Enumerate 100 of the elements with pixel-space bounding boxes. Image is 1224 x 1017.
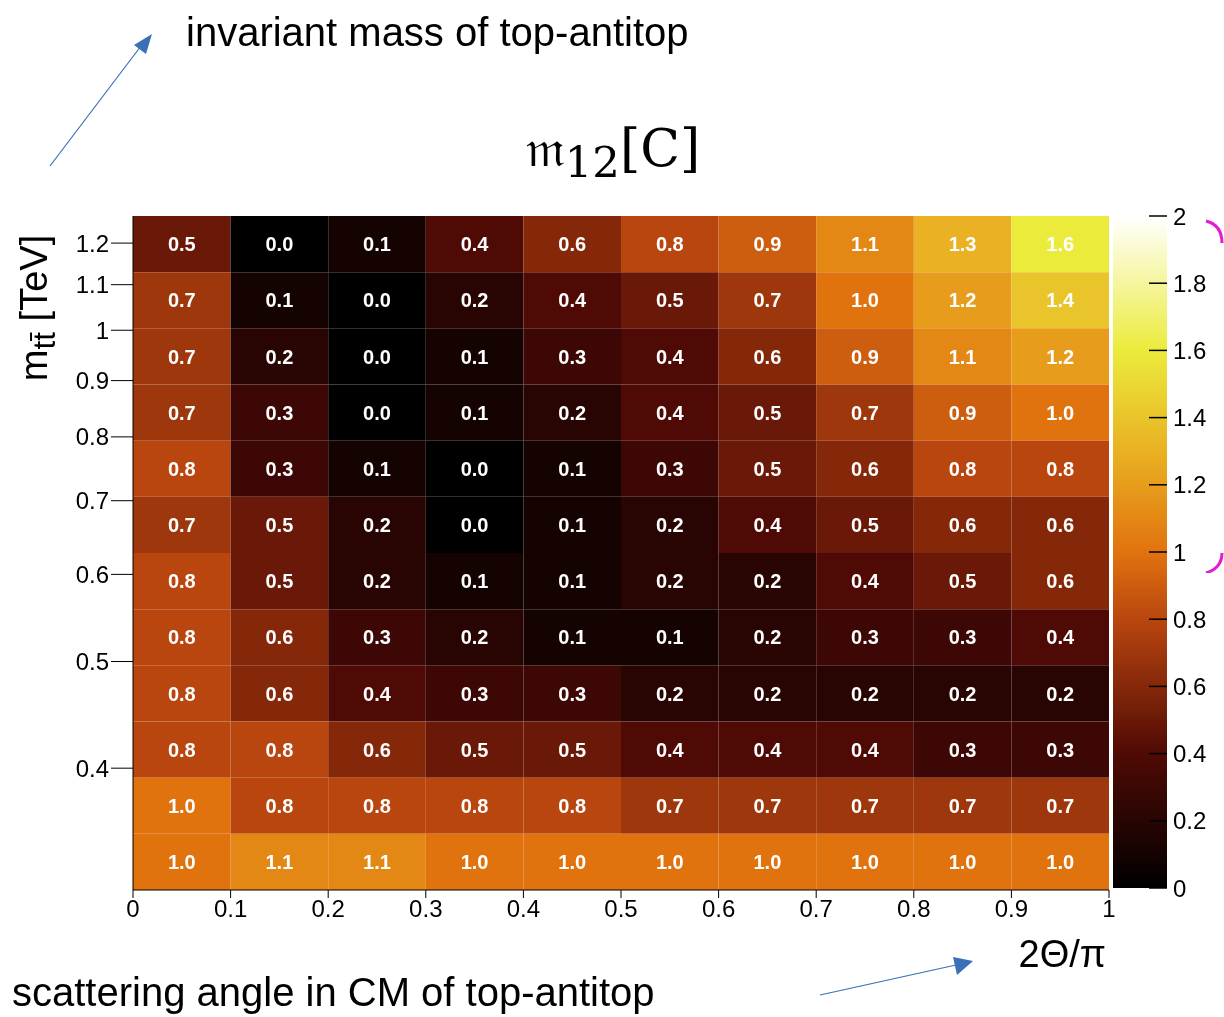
data-label: 0.0 [460, 457, 489, 480]
data-label: 0.2 [851, 682, 879, 705]
x-tick-label: 0 [126, 895, 140, 923]
color-bar-label: 1 [1173, 538, 1187, 566]
data-label: 0.2 [948, 682, 977, 705]
data-label: 0.8 [948, 457, 977, 480]
color-bar-label: 1.8 [1173, 269, 1207, 297]
data-label: 0.7 [753, 794, 782, 817]
color-bar-label: 1.6 [1173, 336, 1207, 364]
data-label: 1.1 [948, 345, 977, 368]
data-label: 0.4 [851, 738, 880, 761]
data-label: 0.6 [558, 233, 587, 256]
data-label: 1.0 [655, 851, 684, 874]
data-label: 0.2 [363, 514, 391, 537]
data-label: 0.4 [1046, 626, 1075, 649]
data-label: 0.9 [948, 401, 977, 424]
data-label: 0.2 [753, 626, 782, 649]
data-label: 0.1 [460, 401, 489, 424]
data-label: 1.0 [460, 851, 489, 874]
data-label: 1.2 [948, 289, 977, 312]
data-label: 1.0 [1046, 851, 1075, 874]
data-label: 0.0 [363, 289, 391, 312]
data-label: 0.8 [265, 738, 294, 761]
data-label: 1.0 [558, 851, 587, 874]
data-label: 0.3 [558, 345, 587, 368]
text: scattering angle in CM of top-antitop [12, 970, 655, 1015]
data-label: 0.6 [363, 738, 391, 761]
color-bar-label: 0.8 [1173, 605, 1207, 633]
y-tick-label: 0.9 [75, 367, 109, 395]
data-label: 0.8 [167, 682, 196, 705]
x-tick-label: 0.6 [701, 895, 736, 923]
data-label: 0.0 [363, 401, 391, 424]
data-label: 0.5 [265, 570, 294, 593]
data-label: 0.7 [851, 401, 879, 424]
data-label: 0.4 [363, 682, 392, 705]
color-bar-label: 0.6 [1173, 672, 1207, 700]
data-label: 0.6 [1046, 514, 1075, 537]
data-label: 0.9 [753, 233, 782, 256]
data-label: 0.8 [167, 570, 196, 593]
data-label: 0.3 [948, 626, 977, 649]
data-label: 1.0 [948, 851, 977, 874]
color-bar-label: 0 [1173, 874, 1187, 902]
x-tick-label: 0.8 [897, 895, 931, 923]
data-label: 0.4 [753, 738, 783, 761]
data-label: 0.4 [753, 514, 783, 537]
data-label: 1.1 [851, 233, 879, 256]
data-label: 0.7 [167, 401, 196, 424]
data-label: 1.0 [753, 851, 782, 874]
data-label: 0.7 [1046, 794, 1075, 817]
data-label: 0.6 [1046, 570, 1075, 593]
data-label: 1.0 [851, 289, 879, 312]
data-label: 1.4 [1046, 289, 1075, 312]
data-label: 0.3 [948, 738, 977, 761]
data-label: 0.5 [753, 401, 782, 424]
data-label: 0.6 [265, 626, 294, 649]
data-label: 0.1 [655, 626, 684, 649]
x-axis-title: 2Θ/π [1018, 933, 1106, 976]
data-label: 0.2 [753, 570, 782, 593]
data-label: 0.1 [460, 345, 489, 368]
data-label: 0.1 [558, 514, 587, 537]
y-tick-label: 0.8 [75, 423, 109, 451]
data-label: 0.0 [363, 345, 391, 368]
data-label: 0.8 [558, 794, 587, 817]
data-label: 0.7 [753, 289, 782, 312]
data-label: 0.6 [265, 682, 294, 705]
data-label: 0.4 [655, 738, 685, 761]
x-tick-label: 0.3 [409, 895, 443, 923]
data-label: 0.5 [851, 514, 879, 537]
data-label: 0.8 [167, 738, 196, 761]
data-label: 0.1 [363, 233, 391, 256]
y-tick-label: 1.1 [75, 271, 109, 299]
data-label: 0.5 [460, 738, 489, 761]
y-tick-label: 0.6 [75, 560, 109, 588]
y-tick-label: 0.4 [75, 754, 109, 782]
data-label: 1.6 [1046, 233, 1075, 256]
data-label: 0.8 [1046, 457, 1075, 480]
data-label: 0.5 [655, 289, 684, 312]
data-label: 0.2 [460, 626, 489, 649]
data-label: 0.4 [655, 401, 685, 424]
data-label: 0.2 [655, 514, 684, 537]
data-label: 0.2 [1046, 682, 1075, 705]
data-label: 1.1 [363, 851, 391, 874]
x-tick-label: 0.1 [213, 895, 248, 923]
data-label: 0.8 [167, 626, 196, 649]
color-bar-label: 0.4 [1173, 740, 1207, 768]
data-label: 0.3 [1046, 738, 1075, 761]
data-label: 0.9 [851, 345, 879, 368]
data-label: 0.1 [558, 626, 587, 649]
data-label: 0.8 [460, 794, 489, 817]
data-label: 0.6 [753, 345, 782, 368]
data-label: 0.5 [265, 514, 294, 537]
x-tick-label: 0.2 [311, 895, 345, 923]
data-label: 1.0 [167, 794, 196, 817]
x-tick-label: 0.4 [506, 895, 541, 923]
data-label: 0.3 [851, 626, 879, 649]
data-label: 0.1 [558, 457, 587, 480]
data-label: 0.4 [655, 345, 685, 368]
data-label: 0.3 [655, 457, 684, 480]
data-label: 1.3 [948, 233, 977, 256]
data-label: 0.3 [363, 626, 391, 649]
